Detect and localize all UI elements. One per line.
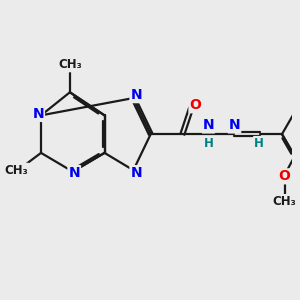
Text: H: H <box>203 137 213 150</box>
Text: N: N <box>229 118 240 133</box>
Text: H: H <box>254 137 264 150</box>
Text: N: N <box>202 118 214 133</box>
Text: CH₃: CH₃ <box>273 195 296 208</box>
Text: O: O <box>279 169 290 183</box>
Text: N: N <box>130 88 142 102</box>
Text: N: N <box>130 166 142 180</box>
Text: CH₃: CH₃ <box>58 58 82 71</box>
Text: O: O <box>190 98 201 112</box>
Text: N: N <box>68 166 80 180</box>
Text: CH₃: CH₃ <box>4 164 28 177</box>
Text: N: N <box>32 107 44 121</box>
